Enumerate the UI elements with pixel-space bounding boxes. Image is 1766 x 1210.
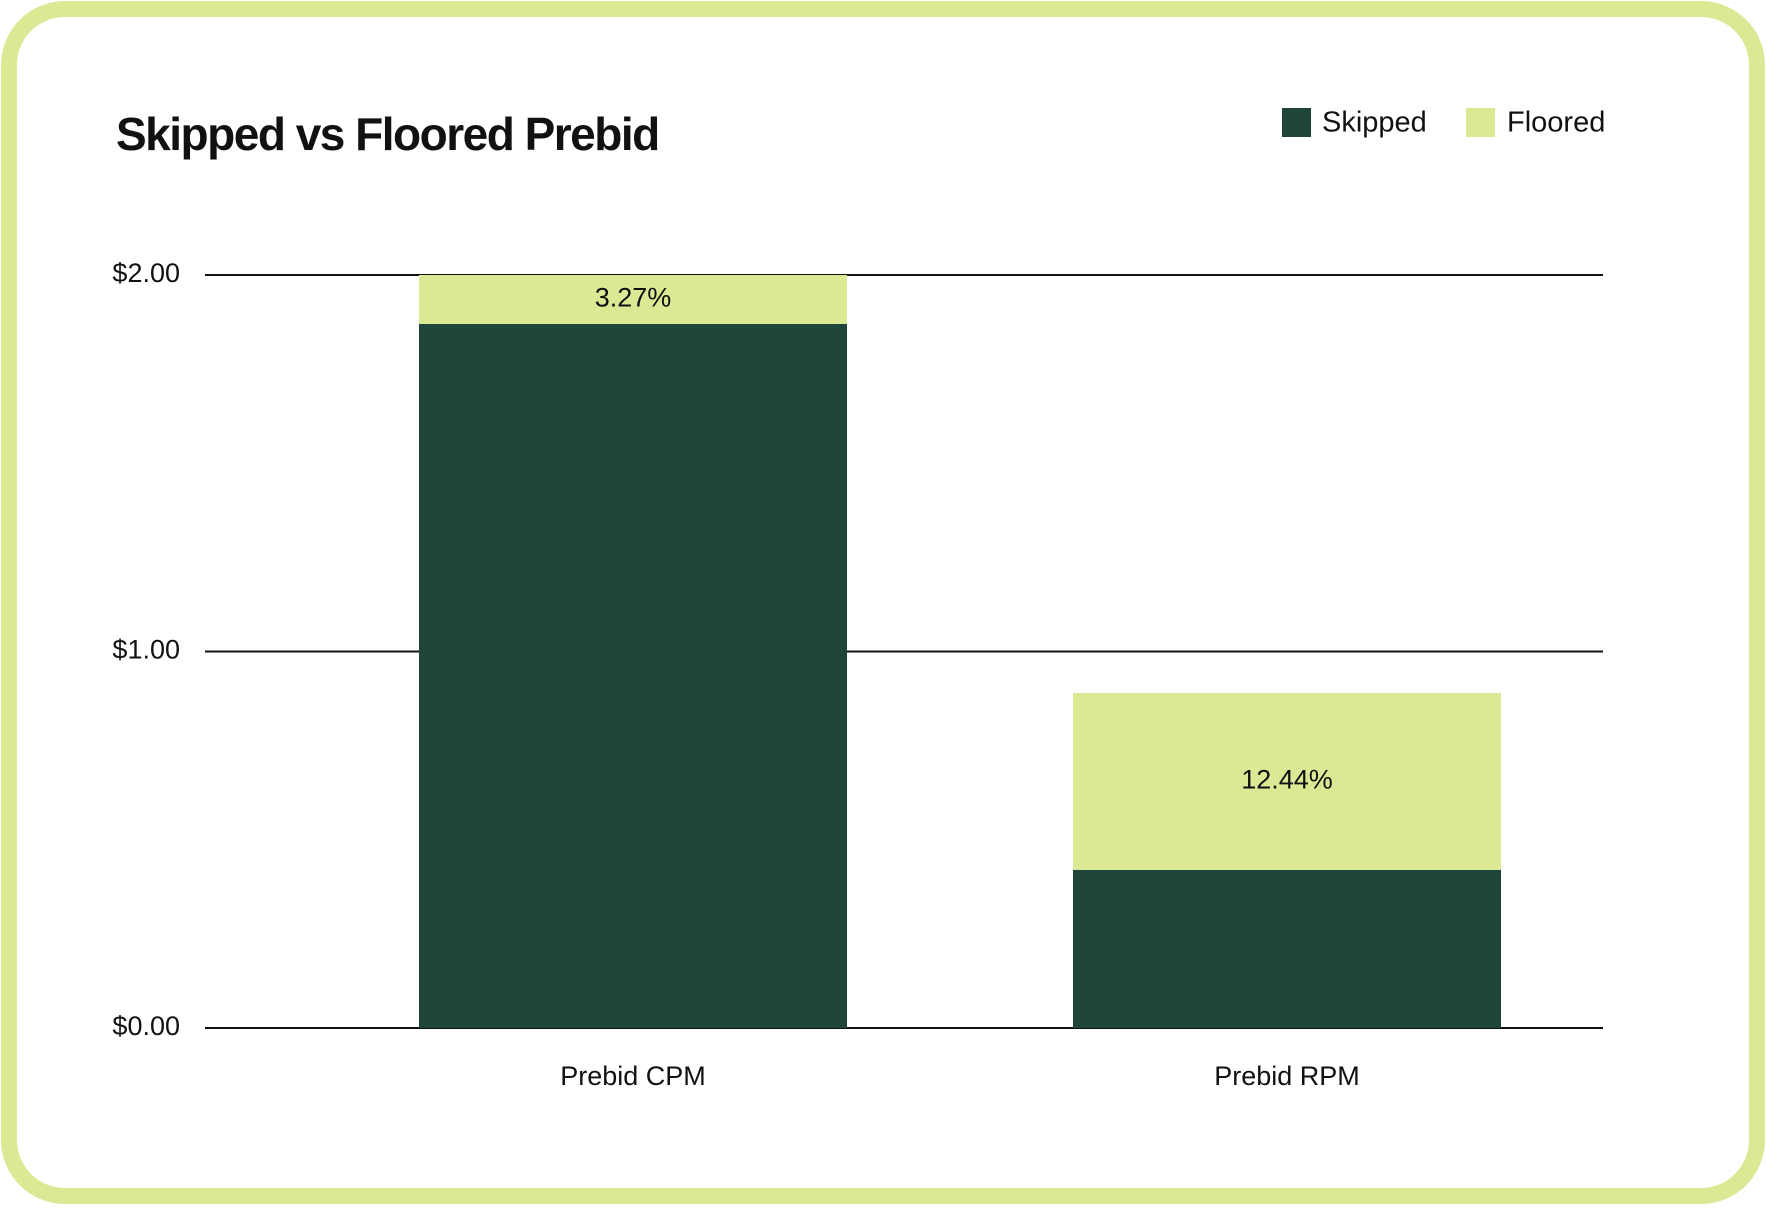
bar-annotation: 3.27% — [595, 283, 672, 313]
x-tick-label: Prebid CPM — [560, 1061, 706, 1091]
bar-segment — [419, 323, 847, 1028]
bar-annotation: 12.44% — [1241, 765, 1333, 795]
legend-swatch — [1282, 108, 1311, 137]
legend-label: Skipped — [1322, 107, 1427, 139]
legend-swatch — [1466, 108, 1495, 137]
bar-segment — [419, 275, 847, 324]
x-tick-label: Prebid RPM — [1214, 1061, 1360, 1091]
bar-segment — [1073, 869, 1501, 1028]
bar-segment — [1073, 692, 1501, 870]
y-tick-label: $1.00 — [112, 635, 180, 665]
chart-title: Skipped vs Floored Prebid — [116, 108, 659, 160]
y-tick-label: $0.00 — [112, 1011, 180, 1041]
y-tick-label: $2.00 — [112, 258, 180, 288]
legend-label: Floored — [1507, 107, 1605, 139]
